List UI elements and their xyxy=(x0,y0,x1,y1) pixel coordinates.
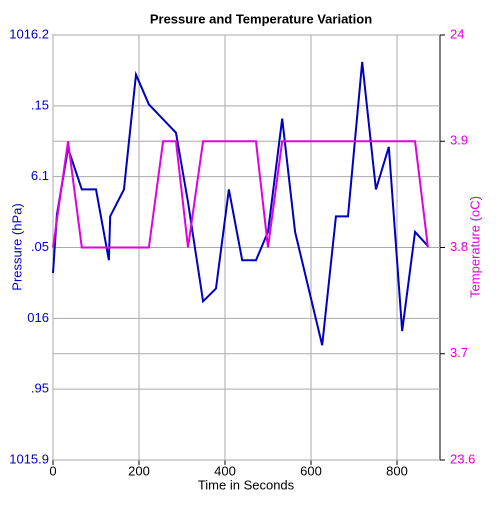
data-line xyxy=(52,61,429,346)
y-tick-label: .95 xyxy=(31,381,49,396)
y-tick-label: 6.1 xyxy=(31,168,49,183)
y2-tick-label: 3.7 xyxy=(450,345,468,360)
y2-tick-label: 24 xyxy=(450,26,464,41)
y-tick-label: .15 xyxy=(31,97,49,112)
x-tick-label: 600 xyxy=(300,463,322,478)
y2-tick-label: 23.6 xyxy=(450,451,475,466)
y-tick-label: 016 xyxy=(27,310,49,325)
y-tick-label: .05 xyxy=(31,239,49,254)
y-tick-label: 1016.2 xyxy=(9,26,49,41)
x-tick-label: 800 xyxy=(386,463,408,478)
x-tick-label: 400 xyxy=(214,463,236,478)
x-tick-label: 0 xyxy=(49,463,56,478)
y-axis-label: Pressure (hPa) xyxy=(9,203,24,290)
x-tick-label: 200 xyxy=(128,463,150,478)
chart-title: Pressure and Temperature Variation xyxy=(150,11,372,26)
data-line xyxy=(52,140,429,249)
y2-tick-label: 3.8 xyxy=(450,239,468,254)
x-axis-label: Time in Seconds xyxy=(198,477,295,492)
y2-axis-label: Temperature (oC) xyxy=(467,196,482,298)
y-tick-label: 1015.9 xyxy=(9,451,49,466)
y2-tick-label: 3.9 xyxy=(450,133,468,148)
